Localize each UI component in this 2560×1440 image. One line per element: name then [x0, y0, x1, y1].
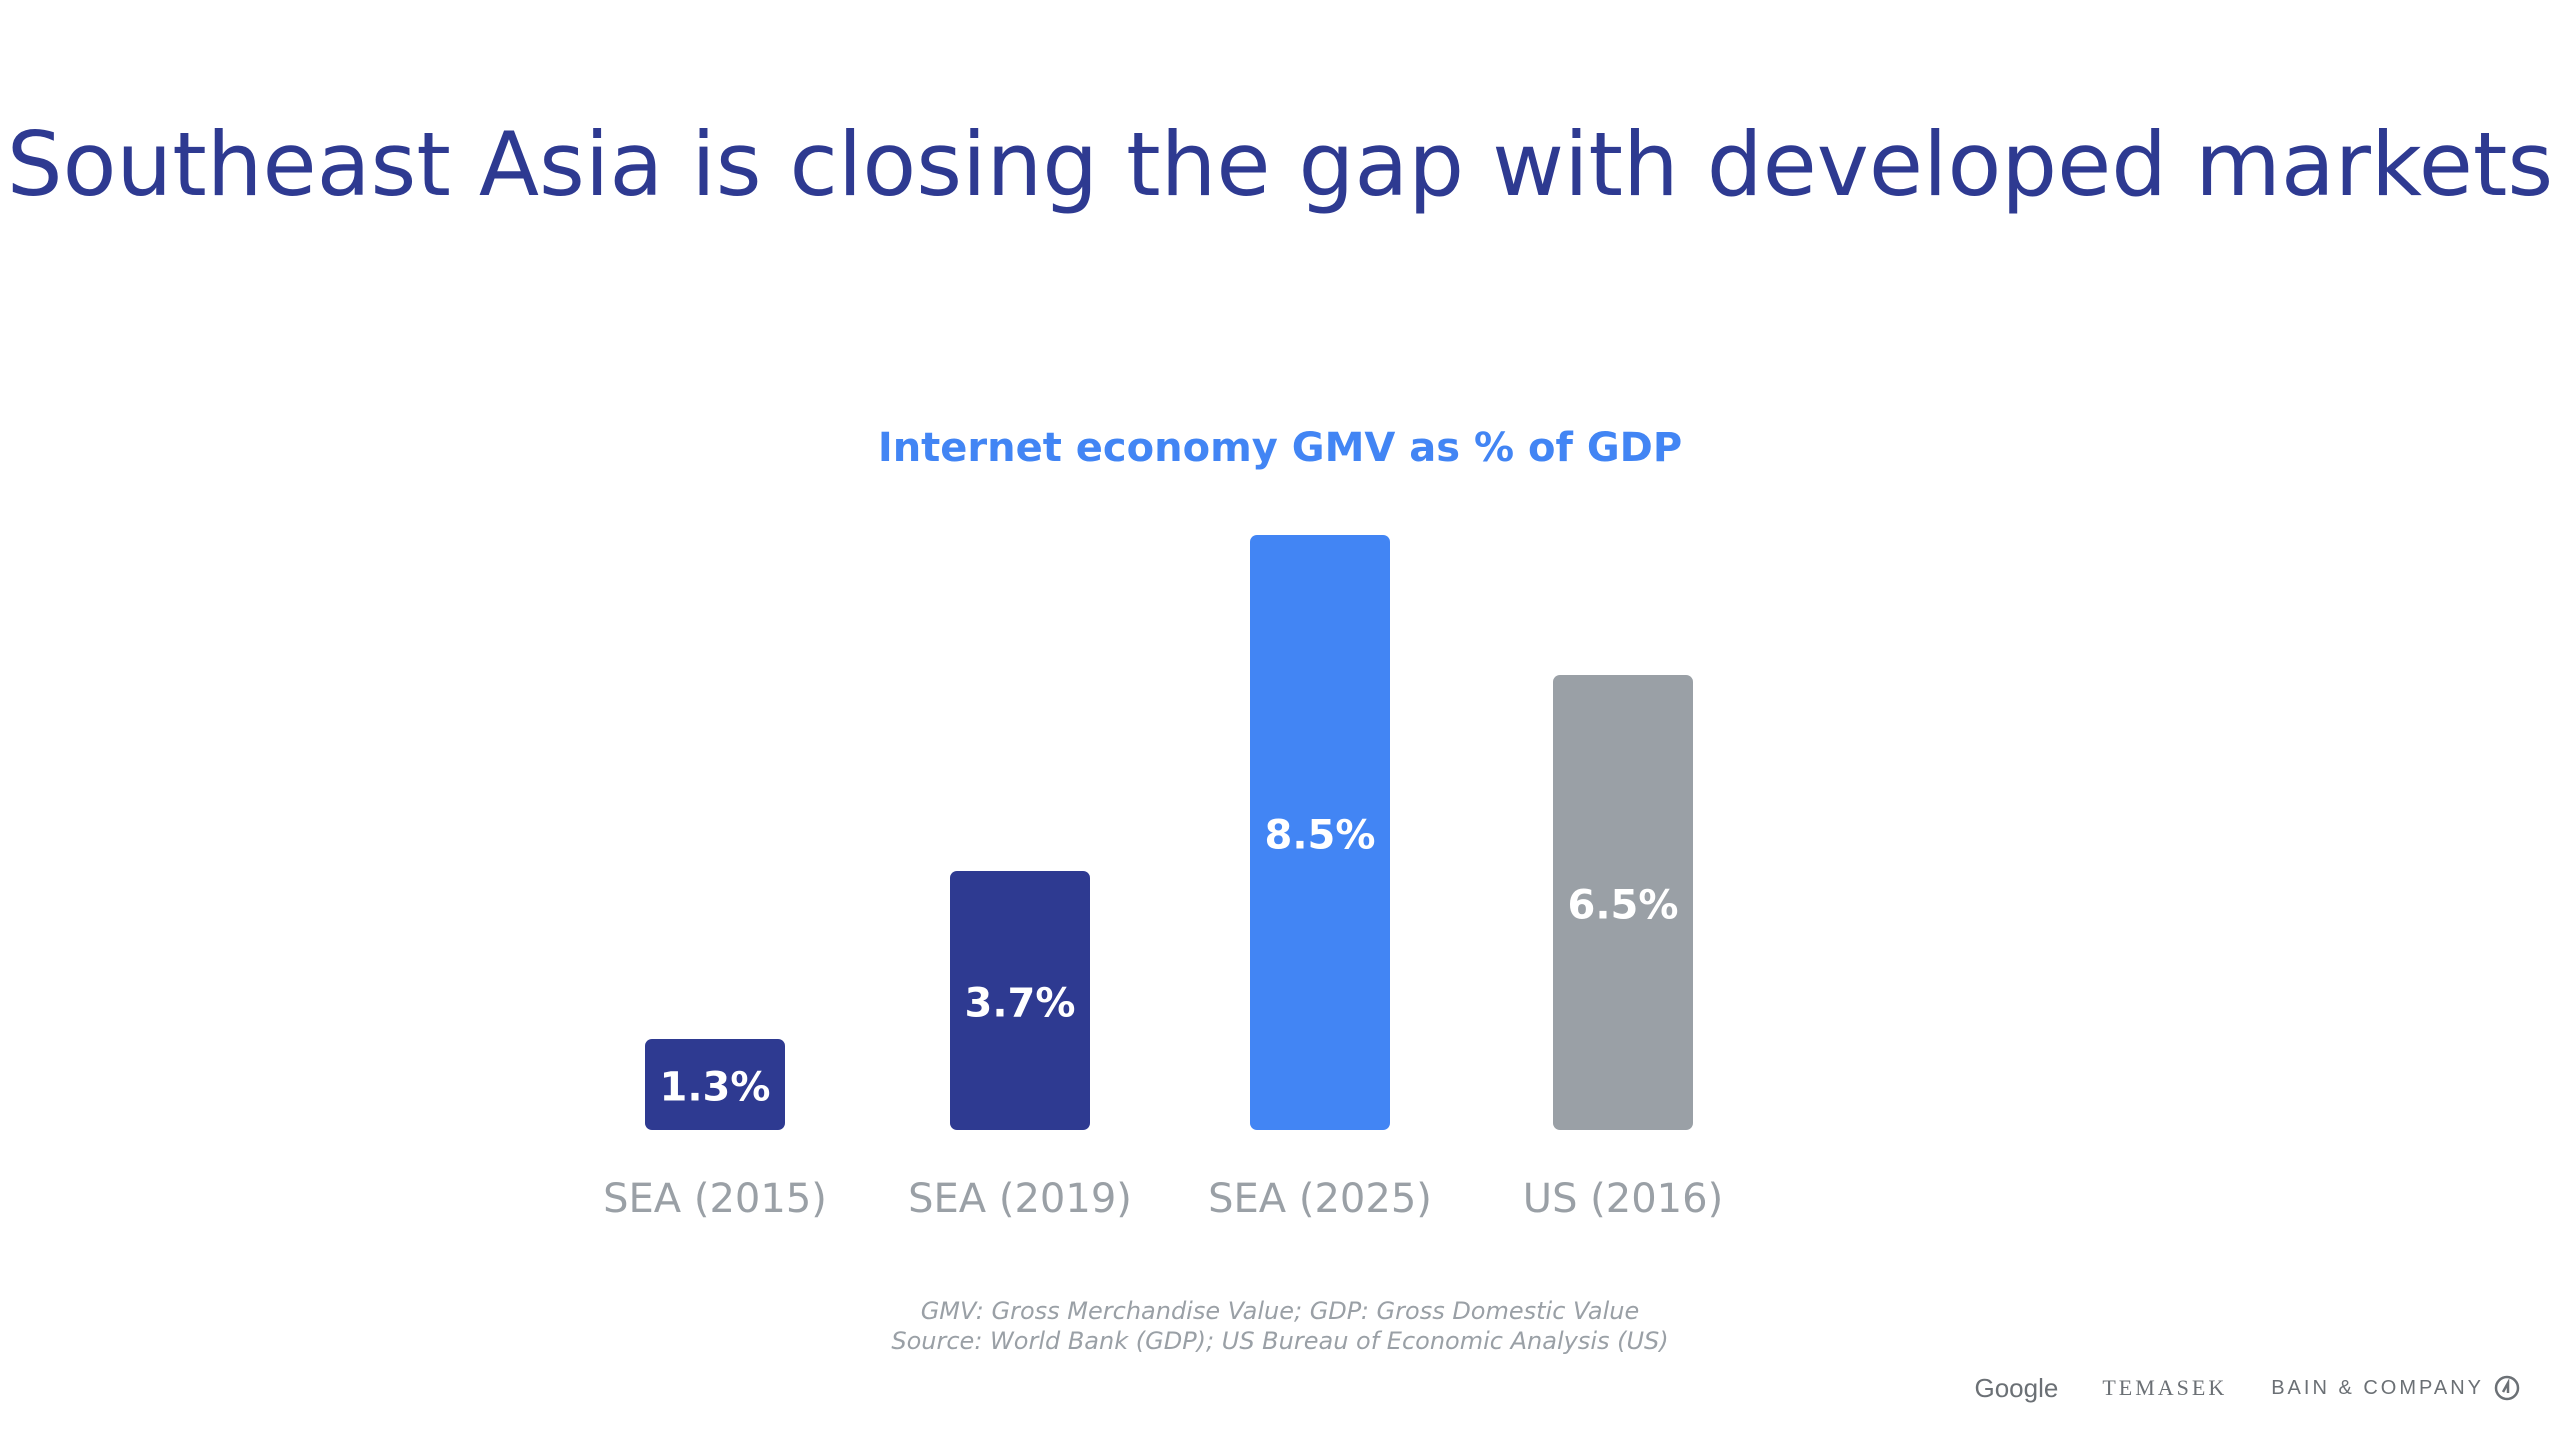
bar-value-label: 6.5% [1568, 883, 1679, 929]
footnote-definitions: GMV: Gross Merchandise Value; GDP: Gross… [920, 1297, 1640, 1325]
google-logo: Google [1974, 1372, 2059, 1403]
category-label: SEA (2025) [1208, 1176, 1432, 1222]
page-title: Southeast Asia is closing the gap with d… [6, 113, 2554, 216]
bar-value-label: 3.7% [965, 981, 1076, 1027]
bain-emblem-icon [2494, 1375, 2520, 1401]
bar-4 [1553, 675, 1693, 1130]
bar-3 [1250, 535, 1390, 1130]
bain-logo: BAIN & COMPANY [2271, 1375, 2520, 1401]
bar-2 [950, 871, 1090, 1130]
bar-value-label: 1.3% [660, 1065, 771, 1111]
temasek-logo: TEMASEK [2102, 1375, 2228, 1400]
partner-logos: Google TEMASEK BAIN & COMPANY [1974, 1368, 2520, 1408]
bar-1 [645, 1039, 785, 1130]
bain-logo-text: BAIN & COMPANY [2271, 1376, 2484, 1399]
chart-title: Internet economy GMV as % of GDP [877, 425, 1683, 471]
bar-chart: 1.3% SEA (2015) 3.7% SEA (2019) 8.5% SEA (202… [603, 535, 1723, 1222]
bar-value-label: 8.5% [1265, 813, 1376, 859]
category-label: SEA (2015) [603, 1176, 827, 1222]
category-label: US (2016) [1523, 1176, 1723, 1222]
footnote-source: Source: World Bank (GDP); US Bureau of E… [891, 1327, 1669, 1355]
category-label: SEA (2019) [908, 1176, 1132, 1222]
